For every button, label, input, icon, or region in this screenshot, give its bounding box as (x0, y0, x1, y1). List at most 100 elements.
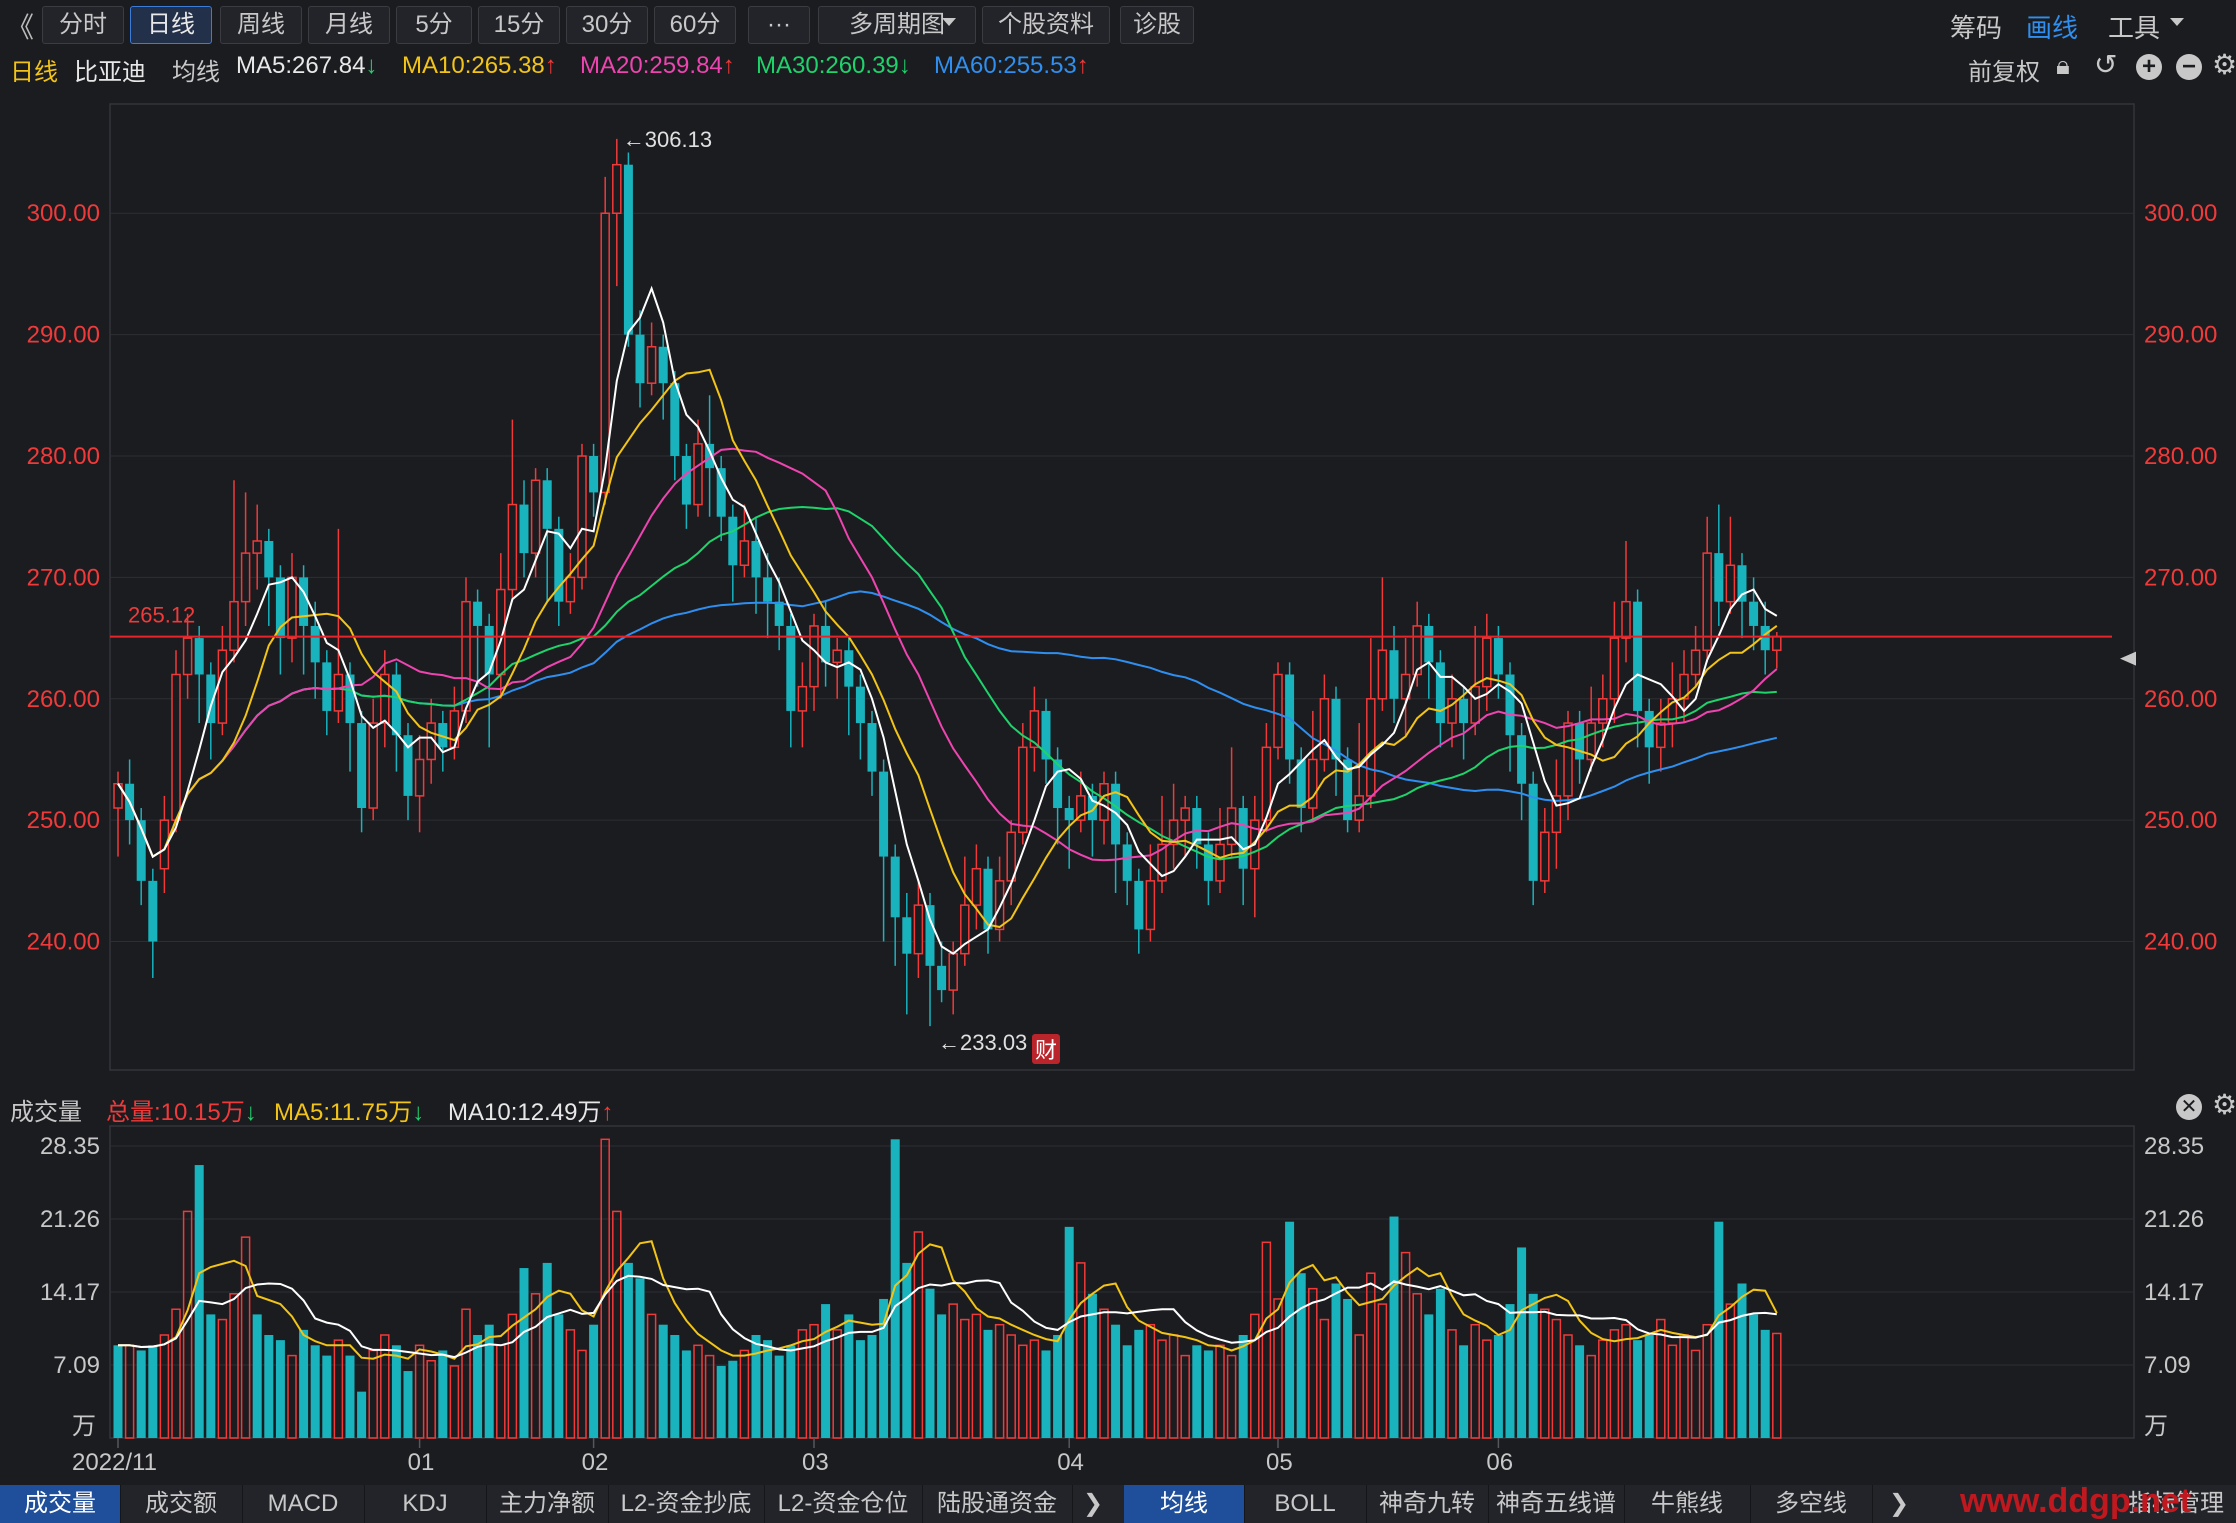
indicator-manage-button[interactable]: 指标管理 (2128, 1490, 2224, 1517)
settings-icon[interactable]: ⚙ (2212, 49, 2236, 80)
indicator-tab-left-7[interactable]: 陆股通资金 (922, 1485, 1073, 1523)
ma20-line (117, 447, 1778, 862)
volume-settings-icon[interactable]: ⚙ (2212, 1089, 2236, 1120)
indicator-tab-left-5[interactable]: L2-资金抄底 (608, 1485, 765, 1523)
volume-bar (1725, 1303, 1736, 1439)
candle-body (519, 504, 529, 554)
volume-bar (1482, 1339, 1492, 1439)
period-tab-2[interactable]: 周线 (220, 6, 302, 44)
period-tab-11[interactable]: 诊股 (1120, 6, 1194, 44)
indicator-tab-left-2[interactable]: MACD (242, 1485, 365, 1523)
candle-body (449, 710, 460, 749)
volume-chart[interactable]: 28.35 28.35 21.26 21.26 14.17 14.17 7.09 7.09 万 万… (0, 1124, 2236, 1485)
candle-body (786, 625, 796, 711)
candle-body (971, 867, 982, 906)
period-tab-0[interactable]: 分时 (42, 6, 124, 44)
candle-body (1598, 698, 1608, 724)
undo-icon[interactable]: ↺ (2094, 49, 2118, 80)
draw-line-button[interactable]: 画线 (2026, 13, 2079, 43)
volume-bar (507, 1313, 518, 1439)
candle-body (1331, 698, 1341, 760)
price-chart[interactable]: 300.00 300.00 290.00 290.00 280.00 280.00 270.… (0, 84, 2236, 1088)
candle-body (530, 479, 541, 554)
chip-button[interactable]: 筹码 (1950, 13, 2003, 43)
volume-bar (971, 1313, 982, 1439)
candle-body (368, 722, 378, 809)
volume-tick-label-left: 7.09 (53, 1352, 100, 1379)
volume-plot-frame (109, 1125, 2135, 1439)
candle-body (1737, 565, 1747, 602)
indicator-tab-right-2[interactable]: 神奇九转 (1366, 1485, 1489, 1523)
multi-period-dropdown-icon[interactable] (942, 18, 956, 26)
period-tab-4[interactable]: 5分 (396, 6, 472, 44)
volume-bar (1308, 1287, 1318, 1439)
more-right-icon[interactable]: ❯ (1888, 1490, 1910, 1517)
ma-label[interactable]: 均线 (172, 59, 220, 86)
period-tab-6[interactable]: 30分 (566, 6, 648, 44)
zoom-out-icon[interactable]: − (2176, 54, 2202, 80)
period-tab-7[interactable]: 60分 (654, 6, 736, 44)
price-tick-label-right: 260.00 (2144, 686, 2217, 713)
volume-bar (821, 1304, 831, 1438)
close-icon[interactable]: ✕ (2176, 1094, 2202, 1120)
candle-body (159, 819, 170, 870)
tools-dropdown-icon[interactable] (2170, 18, 2184, 26)
candle-body (345, 674, 355, 724)
period-tab-5[interactable]: 15分 (478, 6, 560, 44)
volume-total: 总量:10.15万↓ (106, 1099, 257, 1126)
price-tick-label-right: 270.00 (2144, 564, 2217, 591)
candle-body (1656, 722, 1666, 749)
period-tab-10[interactable]: 个股资料 (982, 6, 1110, 44)
indicator-tab-left-3[interactable]: KDJ (364, 1485, 487, 1523)
volume-bar (716, 1365, 726, 1438)
candle-body (473, 601, 483, 626)
low-annotation: ←233.03 (938, 1030, 1027, 1055)
volume-bar (1517, 1247, 1527, 1438)
stock-name[interactable]: 比亚迪 (74, 59, 146, 86)
period-tab-1[interactable]: 日线 (130, 6, 212, 44)
indicator-tab-right-0[interactable]: 均线 (1124, 1485, 1245, 1523)
volume-bar (1354, 1334, 1364, 1439)
candle-body (705, 443, 715, 469)
volume-bar (1575, 1345, 1585, 1438)
indicator-tab-right-4[interactable]: 牛熊线 (1624, 1485, 1751, 1523)
volume-bar (1749, 1314, 1759, 1438)
volume-bar (1180, 1354, 1190, 1439)
candle-body (1122, 844, 1132, 881)
candle-body (275, 577, 285, 639)
period-tab-8[interactable]: ··· (748, 6, 810, 44)
lock-icon[interactable]: 🔒︎ (2056, 50, 2070, 80)
volume-bar (1122, 1345, 1132, 1438)
more-left-icon[interactable]: ❯ (1082, 1490, 1104, 1517)
volume-bar (1006, 1334, 1016, 1439)
volume-bar (635, 1278, 645, 1438)
back-icon[interactable]: 《 (6, 12, 35, 43)
volume-bar (948, 1303, 958, 1439)
tools-button[interactable]: 工具 (2108, 13, 2161, 43)
adjust-mode[interactable]: 前复权 (1968, 59, 2040, 86)
volume-bar (1540, 1308, 1550, 1439)
zoom-in-icon[interactable]: + (2136, 54, 2162, 80)
period-tab-9[interactable]: 多周期图 (818, 6, 976, 44)
candle-body (612, 163, 622, 214)
volume-bar (1064, 1226, 1074, 1438)
x-tick-label: 2022/11 (72, 1449, 157, 1476)
indicator-tab-right-1[interactable]: BOLL (1244, 1485, 1367, 1523)
volume-bar (623, 1262, 633, 1438)
indicator-tab-left-0[interactable]: 成交量 (0, 1485, 121, 1523)
candle-body (1644, 710, 1654, 748)
candle-body (414, 758, 425, 797)
indicator-tab-left-6[interactable]: L2-资金仓位 (764, 1485, 923, 1523)
volume-bar (1343, 1298, 1353, 1438)
indicator-tab-left-1[interactable]: 成交额 (120, 1485, 243, 1523)
indicator-tab-left-4[interactable]: 主力净额 (486, 1485, 609, 1523)
ma-value-2: MA20:259.84↑ (580, 52, 735, 79)
volume-bar (797, 1329, 808, 1439)
candle-body (902, 917, 912, 954)
volume-bar (310, 1345, 320, 1438)
volume-bar (1192, 1345, 1202, 1438)
volume-bar (240, 1236, 251, 1439)
indicator-tab-right-5[interactable]: 多空线 (1750, 1485, 1873, 1523)
indicator-tab-right-3[interactable]: 神奇五线谱 (1488, 1485, 1625, 1523)
period-tab-3[interactable]: 月线 (308, 6, 390, 44)
